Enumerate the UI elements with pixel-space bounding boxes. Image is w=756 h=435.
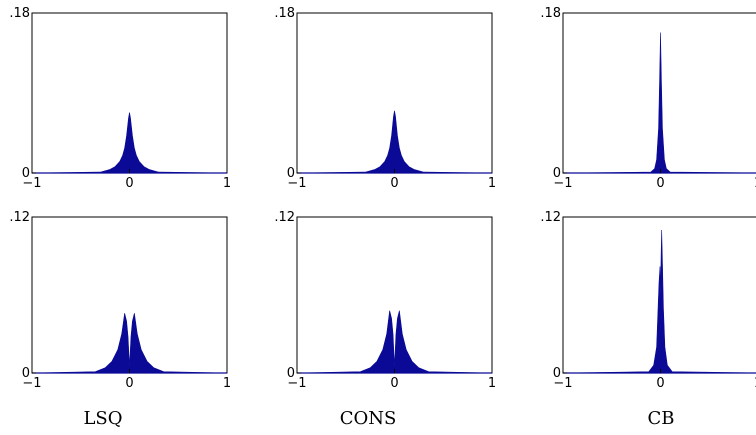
x-tick-label: 1 xyxy=(223,176,231,191)
panel-r1c3: −101.180 xyxy=(540,6,756,191)
panel-r2c3: −101.120 xyxy=(540,210,756,391)
y-tick-label: 0 xyxy=(553,366,561,381)
x-tick-label: 0 xyxy=(390,376,398,391)
x-tick-label: 0 xyxy=(125,376,133,391)
y-tick-label: 0 xyxy=(22,166,30,181)
x-tick-label: 1 xyxy=(223,376,231,391)
panel-r2c1: −1 0 1.120 xyxy=(9,210,231,391)
x-tick-label: 0 xyxy=(656,376,664,391)
x-tick-label: −1 xyxy=(22,176,41,191)
y-tick-label: 0 xyxy=(22,366,30,381)
x-tick-label: −1 xyxy=(553,376,572,391)
x-tick-label: −1 xyxy=(22,376,41,391)
x-tick-label: 0 xyxy=(656,176,664,191)
histogram-area xyxy=(562,229,756,374)
x-tick-label: 0 xyxy=(390,176,398,191)
histogram-area xyxy=(31,313,228,374)
histogram-area xyxy=(562,32,756,174)
column-label-cb: CB xyxy=(648,408,675,429)
x-tick-label: 1 xyxy=(488,376,496,391)
panel-r2c2: −1 0 1.120 xyxy=(274,210,496,391)
y-tick-label: .12 xyxy=(540,210,561,225)
panels: −101.180−101.180−101.180−101.120−101.120… xyxy=(9,6,756,391)
plot-frame xyxy=(296,216,493,374)
y-tick-label: 0 xyxy=(287,166,295,181)
y-tick-label: 0 xyxy=(287,366,295,381)
plot-frame xyxy=(31,216,228,374)
panel-r1c2: −1 0 1.180 xyxy=(274,6,496,191)
histogram-area xyxy=(296,310,493,374)
y-tick-label: .12 xyxy=(9,210,30,225)
y-tick-label: 0 xyxy=(553,166,561,181)
column-label-lsq: LSQ xyxy=(83,408,122,429)
y-tick-label: .18 xyxy=(540,6,561,21)
x-tick-label: −1 xyxy=(553,176,572,191)
column-label-cons: CONS xyxy=(340,408,397,429)
y-tick-label: .12 xyxy=(274,210,295,225)
histogram-area xyxy=(296,110,493,174)
x-tick-label: 1 xyxy=(488,176,496,191)
x-tick-label: 0 xyxy=(125,176,133,191)
y-tick-label: .18 xyxy=(274,6,295,21)
x-tick-label: −1 xyxy=(287,376,306,391)
x-tick-label: 1 xyxy=(754,176,756,191)
x-tick-label: −1 xyxy=(287,176,306,191)
histogram-area xyxy=(31,112,228,174)
panel-r1c1: −1 0 1.180 xyxy=(9,6,231,191)
x-tick-label: 1 xyxy=(754,376,756,391)
y-tick-label: .18 xyxy=(9,6,30,21)
